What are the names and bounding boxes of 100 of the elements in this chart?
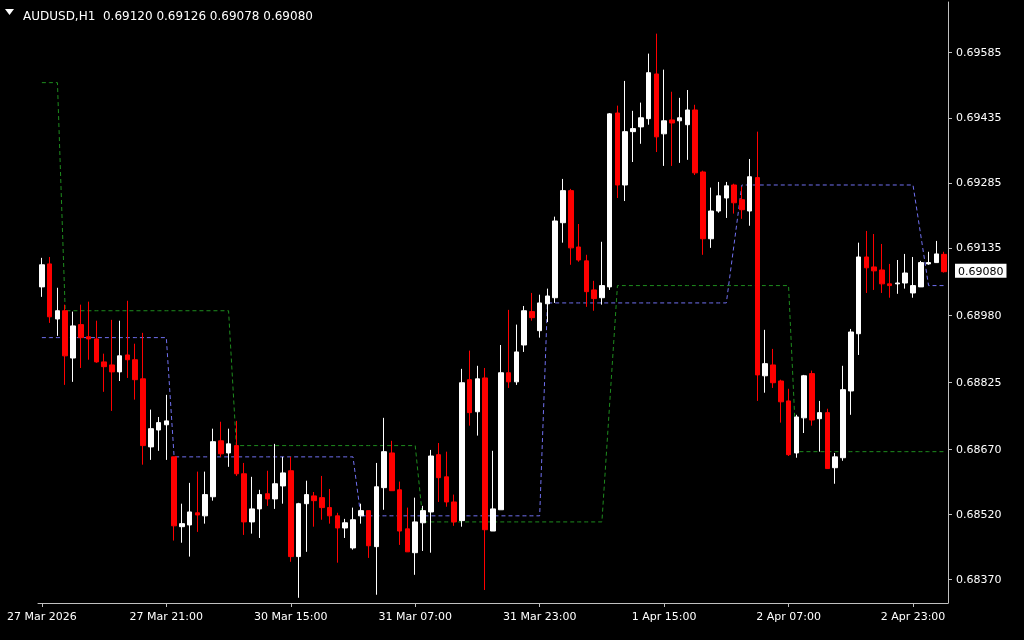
candlestick bbox=[778, 379, 784, 424]
y-tick-label: 0.68370 bbox=[956, 573, 1002, 587]
candlestick bbox=[249, 476, 255, 535]
candlestick bbox=[467, 350, 472, 427]
candlestick bbox=[179, 503, 185, 544]
candlestick bbox=[630, 110, 636, 163]
candlestick bbox=[226, 428, 231, 468]
candlestick bbox=[62, 304, 68, 386]
candlestick bbox=[607, 112, 612, 291]
candlestick bbox=[86, 301, 91, 361]
candlestick bbox=[132, 343, 138, 401]
candlestick bbox=[591, 280, 597, 312]
candlestick bbox=[677, 97, 682, 164]
candlestick bbox=[895, 259, 900, 295]
candlestick bbox=[584, 254, 589, 308]
candlestick bbox=[661, 69, 667, 167]
candlestick bbox=[646, 53, 651, 126]
candlestick bbox=[195, 471, 200, 533]
candlestick bbox=[755, 131, 760, 402]
candlestick bbox=[218, 421, 224, 458]
candlestick bbox=[537, 294, 542, 339]
candlestick bbox=[327, 488, 332, 525]
candlestick bbox=[685, 89, 690, 161]
candlestick bbox=[615, 105, 620, 199]
candlestick bbox=[389, 440, 395, 492]
candlestick bbox=[724, 181, 729, 219]
candlestick bbox=[101, 353, 107, 393]
candlestick bbox=[319, 475, 325, 521]
candlestick bbox=[358, 503, 364, 525]
candlestick bbox=[840, 365, 846, 462]
candlestick bbox=[622, 80, 628, 202]
candlestick bbox=[436, 442, 441, 503]
y-tick-label: 0.68980 bbox=[956, 308, 1002, 322]
candlestick bbox=[475, 365, 480, 437]
candlestick bbox=[420, 505, 426, 552]
candlestick bbox=[335, 512, 340, 564]
line-series bbox=[41, 82, 945, 523]
candlestick bbox=[265, 470, 270, 507]
candlestick bbox=[864, 230, 869, 294]
y-tick-label: 0.68520 bbox=[956, 508, 1002, 522]
candlestick bbox=[739, 186, 745, 220]
candlestick bbox=[692, 104, 698, 176]
candlestick bbox=[117, 320, 122, 382]
candlestick bbox=[934, 240, 939, 264]
candlestick bbox=[552, 216, 558, 304]
candlestick bbox=[910, 256, 916, 299]
x-tick-label: 31 Mar 07:00 bbox=[378, 610, 452, 623]
candlestick bbox=[747, 158, 752, 227]
candlestick bbox=[428, 449, 434, 554]
candlestick bbox=[514, 324, 519, 386]
y-tick-label: 0.68825 bbox=[956, 375, 1002, 389]
candlestick bbox=[257, 489, 262, 539]
candlestick bbox=[164, 394, 169, 461]
candlestick bbox=[638, 102, 644, 145]
candlestick bbox=[280, 456, 286, 505]
candlestick bbox=[187, 482, 192, 558]
candlestick bbox=[272, 443, 278, 510]
candlestick bbox=[55, 287, 60, 337]
candlestick bbox=[39, 257, 45, 298]
y-tick-label: 0.69435 bbox=[956, 111, 1002, 125]
y-tick-label: 0.69135 bbox=[956, 241, 1002, 255]
candlestick bbox=[871, 233, 877, 291]
candlestick bbox=[918, 260, 924, 288]
candlestick bbox=[171, 456, 177, 542]
candlestick bbox=[234, 420, 239, 477]
candlestick bbox=[809, 370, 815, 427]
y-tick-label: 0.69585 bbox=[956, 46, 1002, 60]
candlestick bbox=[374, 462, 379, 596]
candlestick bbox=[397, 481, 402, 546]
line-series bbox=[41, 184, 945, 517]
candlestick bbox=[794, 414, 799, 459]
candlestick bbox=[762, 329, 768, 394]
candlestick bbox=[669, 91, 675, 167]
candlestick bbox=[405, 507, 410, 553]
candlestick bbox=[444, 451, 449, 508]
candlestick bbox=[848, 328, 854, 416]
x-tick-label: 30 Mar 15:00 bbox=[254, 610, 328, 623]
candlestick bbox=[832, 452, 838, 485]
candlestick bbox=[296, 502, 301, 599]
candlestick bbox=[342, 518, 348, 539]
candlestick bbox=[366, 510, 371, 559]
candlestick bbox=[288, 456, 294, 563]
candlestick bbox=[599, 241, 605, 306]
candlestick bbox=[148, 409, 154, 461]
candlestick bbox=[210, 428, 216, 502]
x-tick-label: 27 Mar 2026 bbox=[7, 610, 77, 623]
candlestick bbox=[770, 348, 776, 389]
x-tick-label: 1 Apr 15:00 bbox=[631, 610, 697, 623]
text: AUDUSD,H1 0.69120 0.69126 0.69078 0.69080 bbox=[23, 9, 313, 23]
candlestick bbox=[482, 367, 488, 591]
x-tick-label: 27 Mar 21:00 bbox=[129, 610, 204, 623]
candlestick bbox=[654, 33, 659, 153]
candlestick bbox=[902, 253, 908, 290]
candlestick bbox=[70, 311, 76, 383]
y-tick-label: 0.69285 bbox=[956, 176, 1002, 190]
candlestick bbox=[350, 507, 356, 551]
candlestick bbox=[545, 288, 550, 323]
candlestick bbox=[825, 408, 830, 470]
candlestick bbox=[498, 344, 504, 511]
candlestick bbox=[490, 450, 496, 532]
